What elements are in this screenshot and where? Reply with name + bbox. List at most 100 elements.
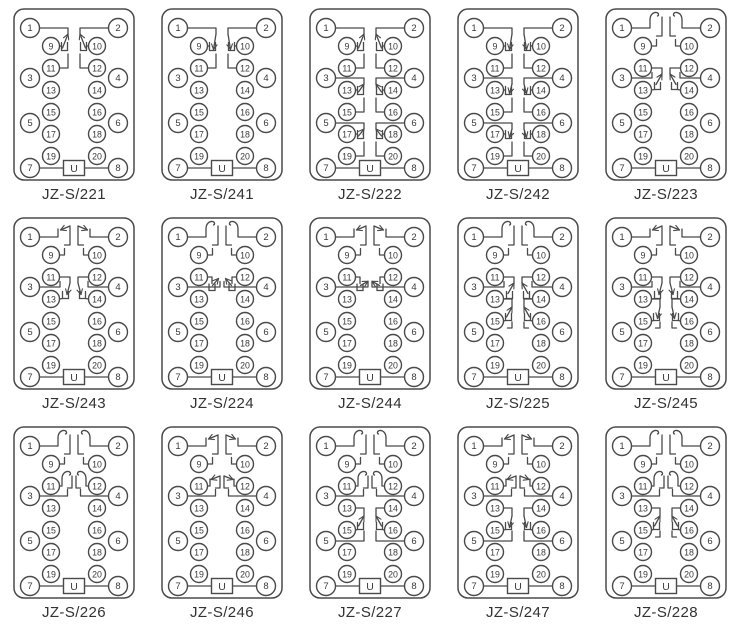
terminal-16: 16: [531, 311, 551, 331]
diagram-cell-jz-s-224: U 1 3 5 7 2 4 6 8 9 11 13 15 17 19 10 12 14 16 18 20 JZ-S/224: [148, 215, 296, 424]
terminal-16: 16: [235, 520, 255, 540]
svg-text:18: 18: [536, 548, 546, 558]
terminal-9: 9: [41, 454, 61, 474]
contact-group-left: [630, 11, 663, 91]
terminal-14: 14: [679, 289, 699, 309]
svg-text:16: 16: [92, 526, 102, 536]
terminal-3: 3: [19, 485, 41, 507]
svg-text:9: 9: [345, 251, 350, 261]
svg-text:5: 5: [27, 536, 32, 547]
svg-text:13: 13: [46, 295, 56, 305]
terminal-14: 14: [531, 80, 551, 100]
svg-text:6: 6: [263, 536, 268, 547]
terminal-8: 8: [551, 366, 573, 388]
svg-text:13: 13: [490, 504, 500, 514]
terminal-14: 14: [679, 80, 699, 100]
terminal-14: 14: [679, 498, 699, 518]
svg-text:14: 14: [240, 86, 250, 96]
terminal-15: 15: [189, 311, 209, 331]
contact-group-left: [334, 224, 369, 292]
svg-text:3: 3: [27, 491, 32, 502]
svg-text:1: 1: [27, 232, 32, 243]
socket-outline: [605, 217, 727, 390]
terminal-2: 2: [551, 17, 573, 39]
terminal-7: 7: [19, 157, 41, 179]
terminal-20: 20: [679, 355, 699, 375]
terminal-17: 17: [485, 333, 505, 353]
power-box-label: U: [662, 372, 670, 384]
contact-group-left: [186, 27, 218, 69]
diagram-cell-jz-s-246: U 1 3 5 7 2 4 6 8 9 11 13 15 17 19 10 12 14 16 18 20 JZ-S/246: [148, 424, 296, 633]
svg-text:15: 15: [46, 317, 56, 327]
terminal-12: 12: [87, 58, 107, 78]
svg-text:16: 16: [536, 526, 546, 536]
terminal-19: 19: [485, 355, 505, 375]
terminal-19: 19: [189, 146, 209, 166]
terminal-17: 17: [189, 542, 209, 562]
terminal-3: 3: [315, 276, 337, 298]
svg-text:13: 13: [194, 86, 204, 96]
contact-group-right: [223, 220, 258, 292]
terminal-2: 2: [107, 435, 129, 457]
svg-text:4: 4: [115, 282, 120, 293]
svg-text:12: 12: [388, 64, 398, 74]
terminal-13: 13: [485, 80, 505, 100]
terminal-12: 12: [531, 58, 551, 78]
svg-text:11: 11: [342, 482, 351, 492]
terminal-20: 20: [235, 564, 255, 584]
svg-text:17: 17: [342, 548, 352, 558]
terminal-4: 4: [107, 485, 129, 507]
terminal-13: 13: [41, 80, 61, 100]
terminal-5: 5: [167, 530, 189, 552]
power-box-label: U: [70, 372, 78, 384]
terminal-20: 20: [235, 355, 255, 375]
terminal-19: 19: [633, 355, 653, 375]
svg-text:14: 14: [92, 295, 102, 305]
terminal-5: 5: [167, 321, 189, 343]
terminal-15: 15: [189, 102, 209, 122]
power-box-label: U: [70, 163, 78, 175]
terminal-12: 12: [531, 267, 551, 287]
svg-text:13: 13: [342, 86, 352, 96]
svg-text:12: 12: [388, 273, 398, 283]
svg-text:4: 4: [707, 282, 712, 293]
terminal-9: 9: [485, 245, 505, 265]
model-label: JZ-S/247: [485, 604, 551, 621]
svg-text:1: 1: [323, 441, 328, 452]
model-label: JZ-S/222: [337, 186, 403, 203]
terminal-17: 17: [337, 542, 357, 562]
svg-text:7: 7: [175, 581, 180, 592]
terminal-13: 13: [633, 289, 653, 309]
svg-text:17: 17: [638, 548, 648, 558]
terminal-18: 18: [531, 333, 551, 353]
svg-text:13: 13: [490, 86, 500, 96]
contact-group-right: [223, 433, 258, 497]
svg-text:14: 14: [240, 504, 250, 514]
terminal-1: 1: [611, 226, 633, 248]
svg-text:17: 17: [638, 339, 648, 349]
svg-text:3: 3: [27, 73, 32, 84]
terminal-17: 17: [189, 124, 209, 144]
terminal-13: 13: [189, 498, 209, 518]
svg-text:3: 3: [471, 73, 476, 84]
terminal-20: 20: [383, 564, 403, 584]
svg-text:16: 16: [388, 526, 398, 536]
terminal-7: 7: [315, 157, 337, 179]
svg-text:4: 4: [263, 491, 268, 502]
svg-text:14: 14: [536, 504, 546, 514]
terminal-1: 1: [19, 435, 41, 457]
terminal-5: 5: [19, 321, 41, 343]
terminal-9: 9: [633, 245, 653, 265]
terminal-20: 20: [235, 146, 255, 166]
terminal-1: 1: [315, 17, 337, 39]
terminal-18: 18: [679, 333, 699, 353]
terminal-18: 18: [383, 333, 403, 353]
svg-text:9: 9: [197, 42, 202, 52]
svg-text:1: 1: [175, 232, 180, 243]
svg-text:9: 9: [641, 251, 646, 261]
model-label: JZ-S/227: [337, 604, 403, 621]
socket-outline: [13, 426, 135, 599]
